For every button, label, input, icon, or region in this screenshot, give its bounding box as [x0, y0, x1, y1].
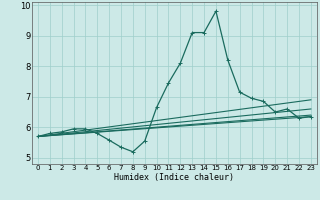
X-axis label: Humidex (Indice chaleur): Humidex (Indice chaleur): [115, 173, 234, 182]
